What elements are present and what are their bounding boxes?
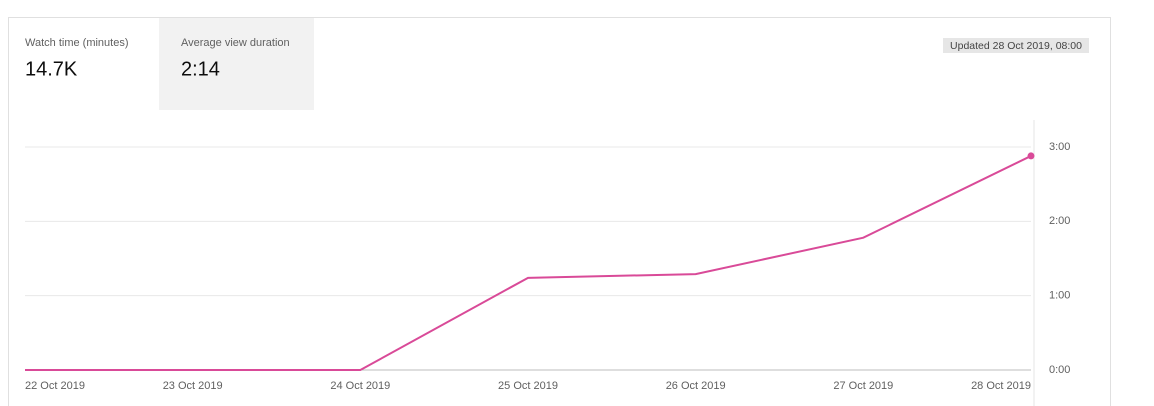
tab-selected[interactable]: Average view duration 2:14 — [159, 18, 314, 110]
updated-badge — [943, 38, 1089, 53]
y-tick-label: 0:00 — [1049, 364, 1070, 376]
x-tick-label: 24 Oct 2019 — [330, 380, 390, 392]
tab-value: 14.7K — [25, 58, 78, 80]
tab-label: Average view duration — [181, 37, 290, 49]
updated-text: Updated 28 Oct 2019, 08:00 — [950, 40, 1082, 52]
x-tick-label: 22 Oct 2019 — [25, 380, 85, 392]
y-tick-label: 2:00 — [1049, 215, 1070, 227]
tab-value: 2:14 — [181, 58, 220, 80]
y-tick-label: 3:00 — [1049, 141, 1070, 153]
x-tick-label: 27 Oct 2019 — [833, 380, 893, 392]
y-tick-label: 1:00 — [1049, 290, 1070, 302]
x-tick-label: 28 Oct 2019 — [971, 380, 1031, 392]
x-tick-label: 26 Oct 2019 — [666, 380, 726, 392]
x-tick-label: 23 Oct 2019 — [163, 380, 223, 392]
x-tick-label: 25 Oct 2019 — [498, 380, 558, 392]
tab-background — [159, 18, 314, 110]
tab-label: Watch time (minutes) — [25, 37, 129, 49]
tab[interactable]: Watch time (minutes) 14.7K — [25, 37, 129, 80]
line — [25, 155, 1032, 371]
end-marker — [1027, 152, 1035, 160]
